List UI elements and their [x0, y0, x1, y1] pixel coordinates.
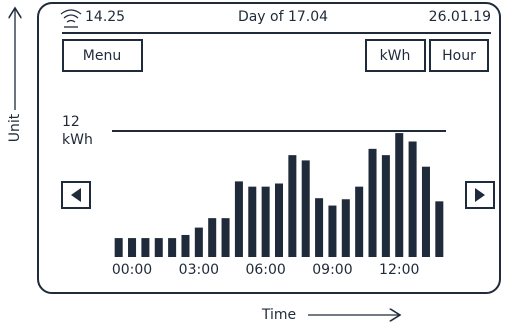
- bar: [368, 148, 377, 257]
- bar: [154, 238, 163, 257]
- bar: [221, 218, 230, 257]
- status-title: Day of 17.04: [238, 9, 328, 25]
- bar: [408, 141, 417, 257]
- bar: [395, 133, 404, 257]
- period-button[interactable]: Hour: [429, 39, 489, 72]
- bar: [288, 155, 297, 257]
- bar: [168, 238, 177, 257]
- x-tick-label: 00:00: [112, 262, 152, 278]
- bar: [421, 166, 430, 257]
- button-label: Hour: [442, 48, 476, 64]
- menu-button[interactable]: Menu: [62, 39, 143, 72]
- bar: [208, 218, 217, 257]
- button-box: [365, 39, 426, 72]
- bar: [328, 205, 337, 257]
- bar: [181, 234, 190, 257]
- button-box: [62, 39, 143, 72]
- next-button[interactable]: [465, 181, 495, 209]
- display-frame: [37, 2, 501, 294]
- bar: [261, 186, 270, 257]
- bar: [274, 183, 284, 257]
- bar: [248, 186, 257, 257]
- y-axis-label: Unit: [7, 113, 23, 142]
- x-tick-label: 12:00: [379, 262, 419, 278]
- bar: [435, 201, 444, 257]
- button-box: [429, 39, 489, 72]
- bar: [341, 199, 350, 257]
- bar: [315, 198, 324, 257]
- x-axis-label: Time: [261, 307, 296, 323]
- button-label: Menu: [83, 48, 121, 64]
- y-tick-label: 12: [62, 114, 80, 130]
- button-label: kWh: [380, 48, 411, 64]
- bar: [128, 238, 137, 257]
- button-box: [61, 181, 91, 209]
- bar: [141, 238, 150, 257]
- bar: [234, 181, 243, 257]
- unit-button[interactable]: kWh: [365, 39, 426, 72]
- status-date: 26.01.19: [429, 9, 491, 25]
- bar: [355, 186, 364, 257]
- x-tick-label: 03:00: [179, 262, 219, 278]
- button-box: [465, 181, 495, 209]
- arrow-right: [475, 188, 485, 202]
- arrow-left: [71, 188, 81, 202]
- bar: [114, 238, 123, 257]
- bar: [301, 160, 310, 257]
- bar: [381, 155, 390, 257]
- prev-button[interactable]: [61, 181, 91, 209]
- x-tick-label: 06:00: [245, 262, 285, 278]
- y-unit-label: kWh: [62, 132, 93, 148]
- bar: [194, 227, 203, 257]
- status-time: 14.25: [85, 9, 125, 25]
- wifi-icon: [60, 9, 82, 28]
- x-tick-label: 09:00: [312, 262, 352, 278]
